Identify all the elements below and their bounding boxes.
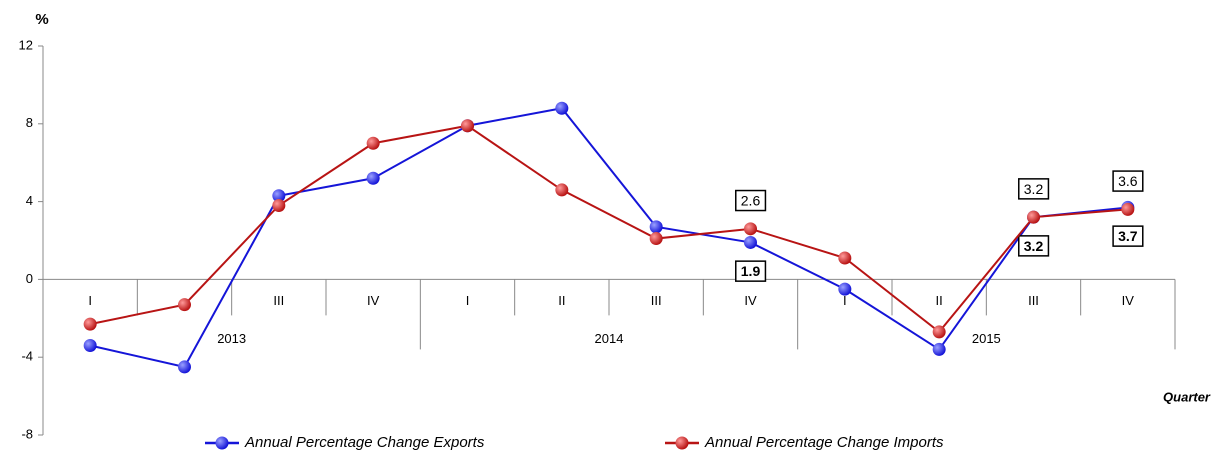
x-tick-label: I	[843, 293, 847, 308]
data-point	[272, 198, 286, 212]
value-label: 3.2	[1024, 238, 1044, 254]
value-label-box	[1018, 178, 1050, 200]
value-label: 1.9	[741, 263, 761, 279]
value-label: 3.7	[1118, 228, 1138, 244]
value-label-box	[735, 260, 767, 282]
data-point	[649, 232, 663, 246]
data-point	[83, 317, 97, 331]
legend-label: Annual Percentage Change Exports	[244, 434, 485, 451]
data-point	[744, 222, 757, 236]
data-point	[932, 325, 946, 339]
data-point	[366, 171, 380, 185]
data-point	[178, 298, 191, 312]
data-point	[1121, 202, 1135, 216]
year-label: 2013	[217, 331, 246, 346]
value-label: 3.2	[1024, 181, 1044, 197]
value-label: 2.6	[741, 193, 761, 209]
data-point	[649, 220, 663, 234]
data-point	[272, 189, 286, 203]
series-line	[89, 107, 1128, 369]
y-tick-label: -4	[21, 349, 33, 364]
x-tick-label: III	[273, 293, 284, 308]
data-point	[932, 342, 946, 356]
x-tick-label: II	[558, 293, 565, 308]
value-label-box	[1112, 170, 1144, 192]
data-point	[555, 183, 569, 197]
legend-marker	[675, 436, 689, 450]
value-label-box	[1112, 225, 1144, 247]
value-label-box	[735, 189, 767, 212]
data-point	[178, 360, 191, 374]
data-point	[838, 282, 852, 296]
x-tick-label: IV	[1122, 293, 1135, 308]
x-tick-label: IV	[744, 293, 757, 308]
value-label-box	[1018, 235, 1050, 257]
year-label: 2015	[972, 331, 1001, 346]
data-point	[555, 101, 569, 115]
y-axis-label: %	[35, 11, 48, 28]
y-tick-label: -8	[21, 426, 33, 441]
year-label: 2014	[595, 331, 624, 346]
data-point	[83, 339, 97, 353]
data-point	[1027, 210, 1040, 224]
data-point	[744, 235, 757, 249]
legend-label: Annual Percentage Change Imports	[704, 434, 944, 451]
legend-marker	[215, 436, 229, 450]
value-label: 3.6	[1118, 173, 1138, 189]
series-line	[89, 124, 1128, 334]
x-tick-label: I	[466, 293, 470, 308]
x-tick-label: I	[88, 293, 92, 308]
x-tick-label: III	[651, 293, 662, 308]
data-point	[461, 119, 474, 133]
x-axis-label: Quarter	[1163, 389, 1211, 404]
y-tick-label: 12	[19, 37, 33, 52]
y-tick-label: 8	[26, 115, 33, 130]
x-tick-label: II	[936, 293, 943, 308]
x-tick-label: III	[1028, 293, 1039, 308]
y-tick-label: 4	[26, 193, 33, 208]
x-tick-label: IV	[367, 293, 380, 308]
data-point	[838, 251, 852, 265]
y-tick-label: 0	[26, 271, 33, 286]
data-point	[366, 136, 380, 150]
